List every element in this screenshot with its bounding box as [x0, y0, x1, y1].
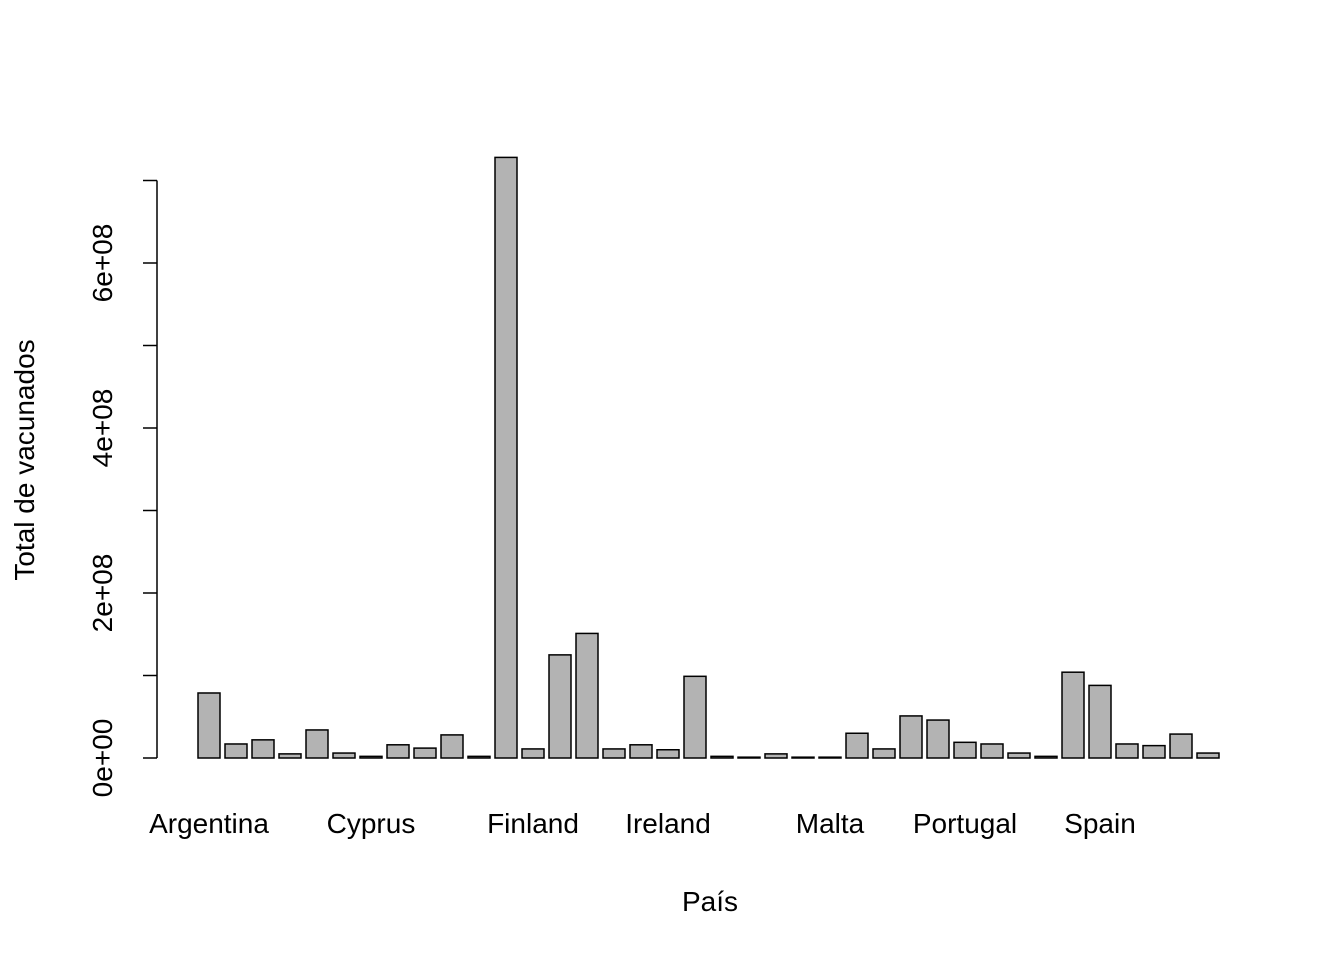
- x-tick-label: Ireland: [625, 808, 711, 839]
- x-tick-label: Finland: [487, 808, 579, 839]
- bar: [710, 755, 734, 759]
- bar: [494, 156, 518, 759]
- bar: [926, 719, 950, 759]
- bar: [737, 756, 761, 759]
- bar: [1088, 684, 1112, 759]
- bar: [548, 654, 572, 759]
- bar: [980, 743, 1004, 759]
- bar: [953, 741, 977, 759]
- y-tick-label: 0e+00: [87, 719, 118, 798]
- bar: [791, 756, 815, 759]
- y-tick-label: 6e+08: [87, 224, 118, 303]
- bar: [197, 692, 221, 759]
- bar: [1061, 671, 1085, 759]
- bar: [1115, 743, 1139, 759]
- bar: [1142, 744, 1166, 759]
- bar: [845, 732, 869, 759]
- y-axis-label: Total de vacunados: [9, 339, 40, 580]
- bar: [251, 739, 275, 759]
- bar: [224, 743, 248, 759]
- x-tick-label: Spain: [1064, 808, 1136, 839]
- bar: [332, 752, 356, 759]
- bar: [440, 734, 464, 759]
- bar: [575, 632, 599, 759]
- bar: [278, 753, 302, 759]
- x-tick-label: Argentina: [149, 808, 269, 839]
- bar: [656, 749, 680, 759]
- bar: [899, 715, 923, 759]
- bar: [467, 755, 491, 759]
- y-tick-label: 2e+08: [87, 554, 118, 633]
- bar: [1169, 733, 1193, 759]
- bar: [818, 756, 842, 759]
- x-tick-label: Portugal: [913, 808, 1017, 839]
- x-tick-label: Cyprus: [327, 808, 416, 839]
- bar: [683, 675, 707, 759]
- x-tick-label: Malta: [796, 808, 865, 839]
- y-tick-label: 4e+08: [87, 389, 118, 468]
- bar: [359, 755, 383, 759]
- bar: [602, 748, 626, 759]
- bar: [413, 747, 437, 759]
- bar: [305, 729, 329, 759]
- bar: [1007, 752, 1031, 759]
- bar: [521, 748, 545, 759]
- bar: [764, 753, 788, 759]
- bar: [1196, 752, 1220, 759]
- bar: [1034, 755, 1058, 759]
- bar: [872, 748, 896, 759]
- x-axis-label: País: [682, 886, 738, 917]
- bar: [629, 744, 653, 759]
- bar: [386, 744, 410, 759]
